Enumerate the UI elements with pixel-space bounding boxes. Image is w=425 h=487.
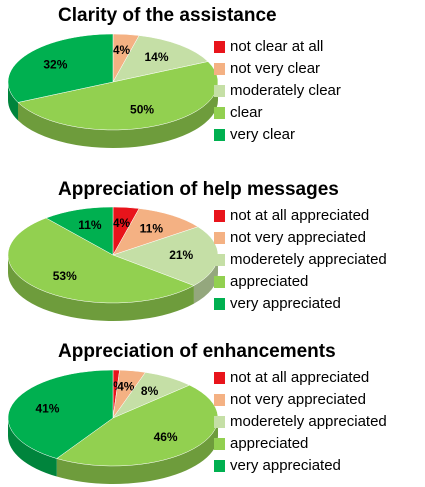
- legend-label: very clear: [230, 126, 295, 143]
- legend-label: very appreciated: [230, 295, 341, 312]
- legend-label: not clear at all: [230, 38, 323, 55]
- slice-side: [193, 255, 218, 304]
- legend-swatch: [214, 85, 225, 97]
- legend-label: not very appreciated: [230, 229, 366, 246]
- slice-side: [56, 418, 218, 484]
- slice-side: [17, 82, 218, 149]
- data-label: 11%: [140, 221, 164, 235]
- data-label: 46%: [154, 430, 178, 444]
- legend-swatch: [214, 41, 225, 53]
- legend-swatch: [214, 298, 225, 310]
- data-label: 4%: [113, 216, 131, 230]
- slice: [112, 35, 209, 83]
- legend-label: not at all appreciated: [230, 207, 369, 224]
- legend-label: very appreciated: [230, 457, 341, 474]
- legend-label: moderately clear: [230, 82, 341, 99]
- legend-label: appreciated: [230, 273, 308, 290]
- chart-title: Appreciation of enhancements: [58, 341, 336, 362]
- legend-swatch: [214, 107, 225, 119]
- chart-title: Appreciation of help messages: [58, 179, 339, 200]
- slice-side: [8, 255, 194, 321]
- data-label: 8%: [141, 384, 159, 398]
- legend-label: moderetely appreciated: [230, 413, 387, 430]
- slice: [7, 369, 114, 459]
- legend-swatch: [214, 210, 225, 222]
- data-label: 4%: [117, 380, 135, 394]
- legend-label: not at all appreciated: [230, 369, 369, 386]
- data-label: 53%: [53, 269, 77, 283]
- slice: [112, 208, 199, 256]
- data-label: 4%: [113, 43, 131, 57]
- legend-swatch: [214, 129, 225, 141]
- data-label: 11%: [78, 218, 102, 232]
- data-label: 41%: [35, 401, 59, 415]
- legend-swatch: [214, 394, 225, 406]
- legend-swatch: [214, 254, 225, 266]
- slice: [17, 61, 219, 131]
- slice: [7, 33, 114, 103]
- legend-swatch: [214, 276, 225, 288]
- legend-swatch: [214, 232, 225, 244]
- legend-label: not very appreciated: [230, 391, 366, 408]
- data-label: 32%: [43, 57, 67, 71]
- slice: [56, 384, 219, 467]
- legend-swatch: [214, 438, 225, 450]
- legend-swatch: [214, 63, 225, 75]
- legend-swatch: [214, 372, 225, 384]
- data-label: 21%: [169, 248, 193, 262]
- legend-swatch: [214, 416, 225, 428]
- slice: [45, 206, 114, 256]
- legend-label: appreciated: [230, 435, 308, 452]
- slice: [7, 217, 195, 304]
- legend-label: not very clear: [230, 60, 320, 77]
- chart-title: Clarity of the assistance: [58, 5, 277, 26]
- data-label: 50%: [130, 102, 154, 116]
- slice-side: [8, 418, 57, 477]
- legend-label: moderetely appreciated: [230, 251, 387, 268]
- slice-side: [8, 82, 18, 121]
- legend-label: clear: [230, 104, 263, 121]
- data-label: 14%: [144, 50, 168, 64]
- legend-swatch: [214, 460, 225, 472]
